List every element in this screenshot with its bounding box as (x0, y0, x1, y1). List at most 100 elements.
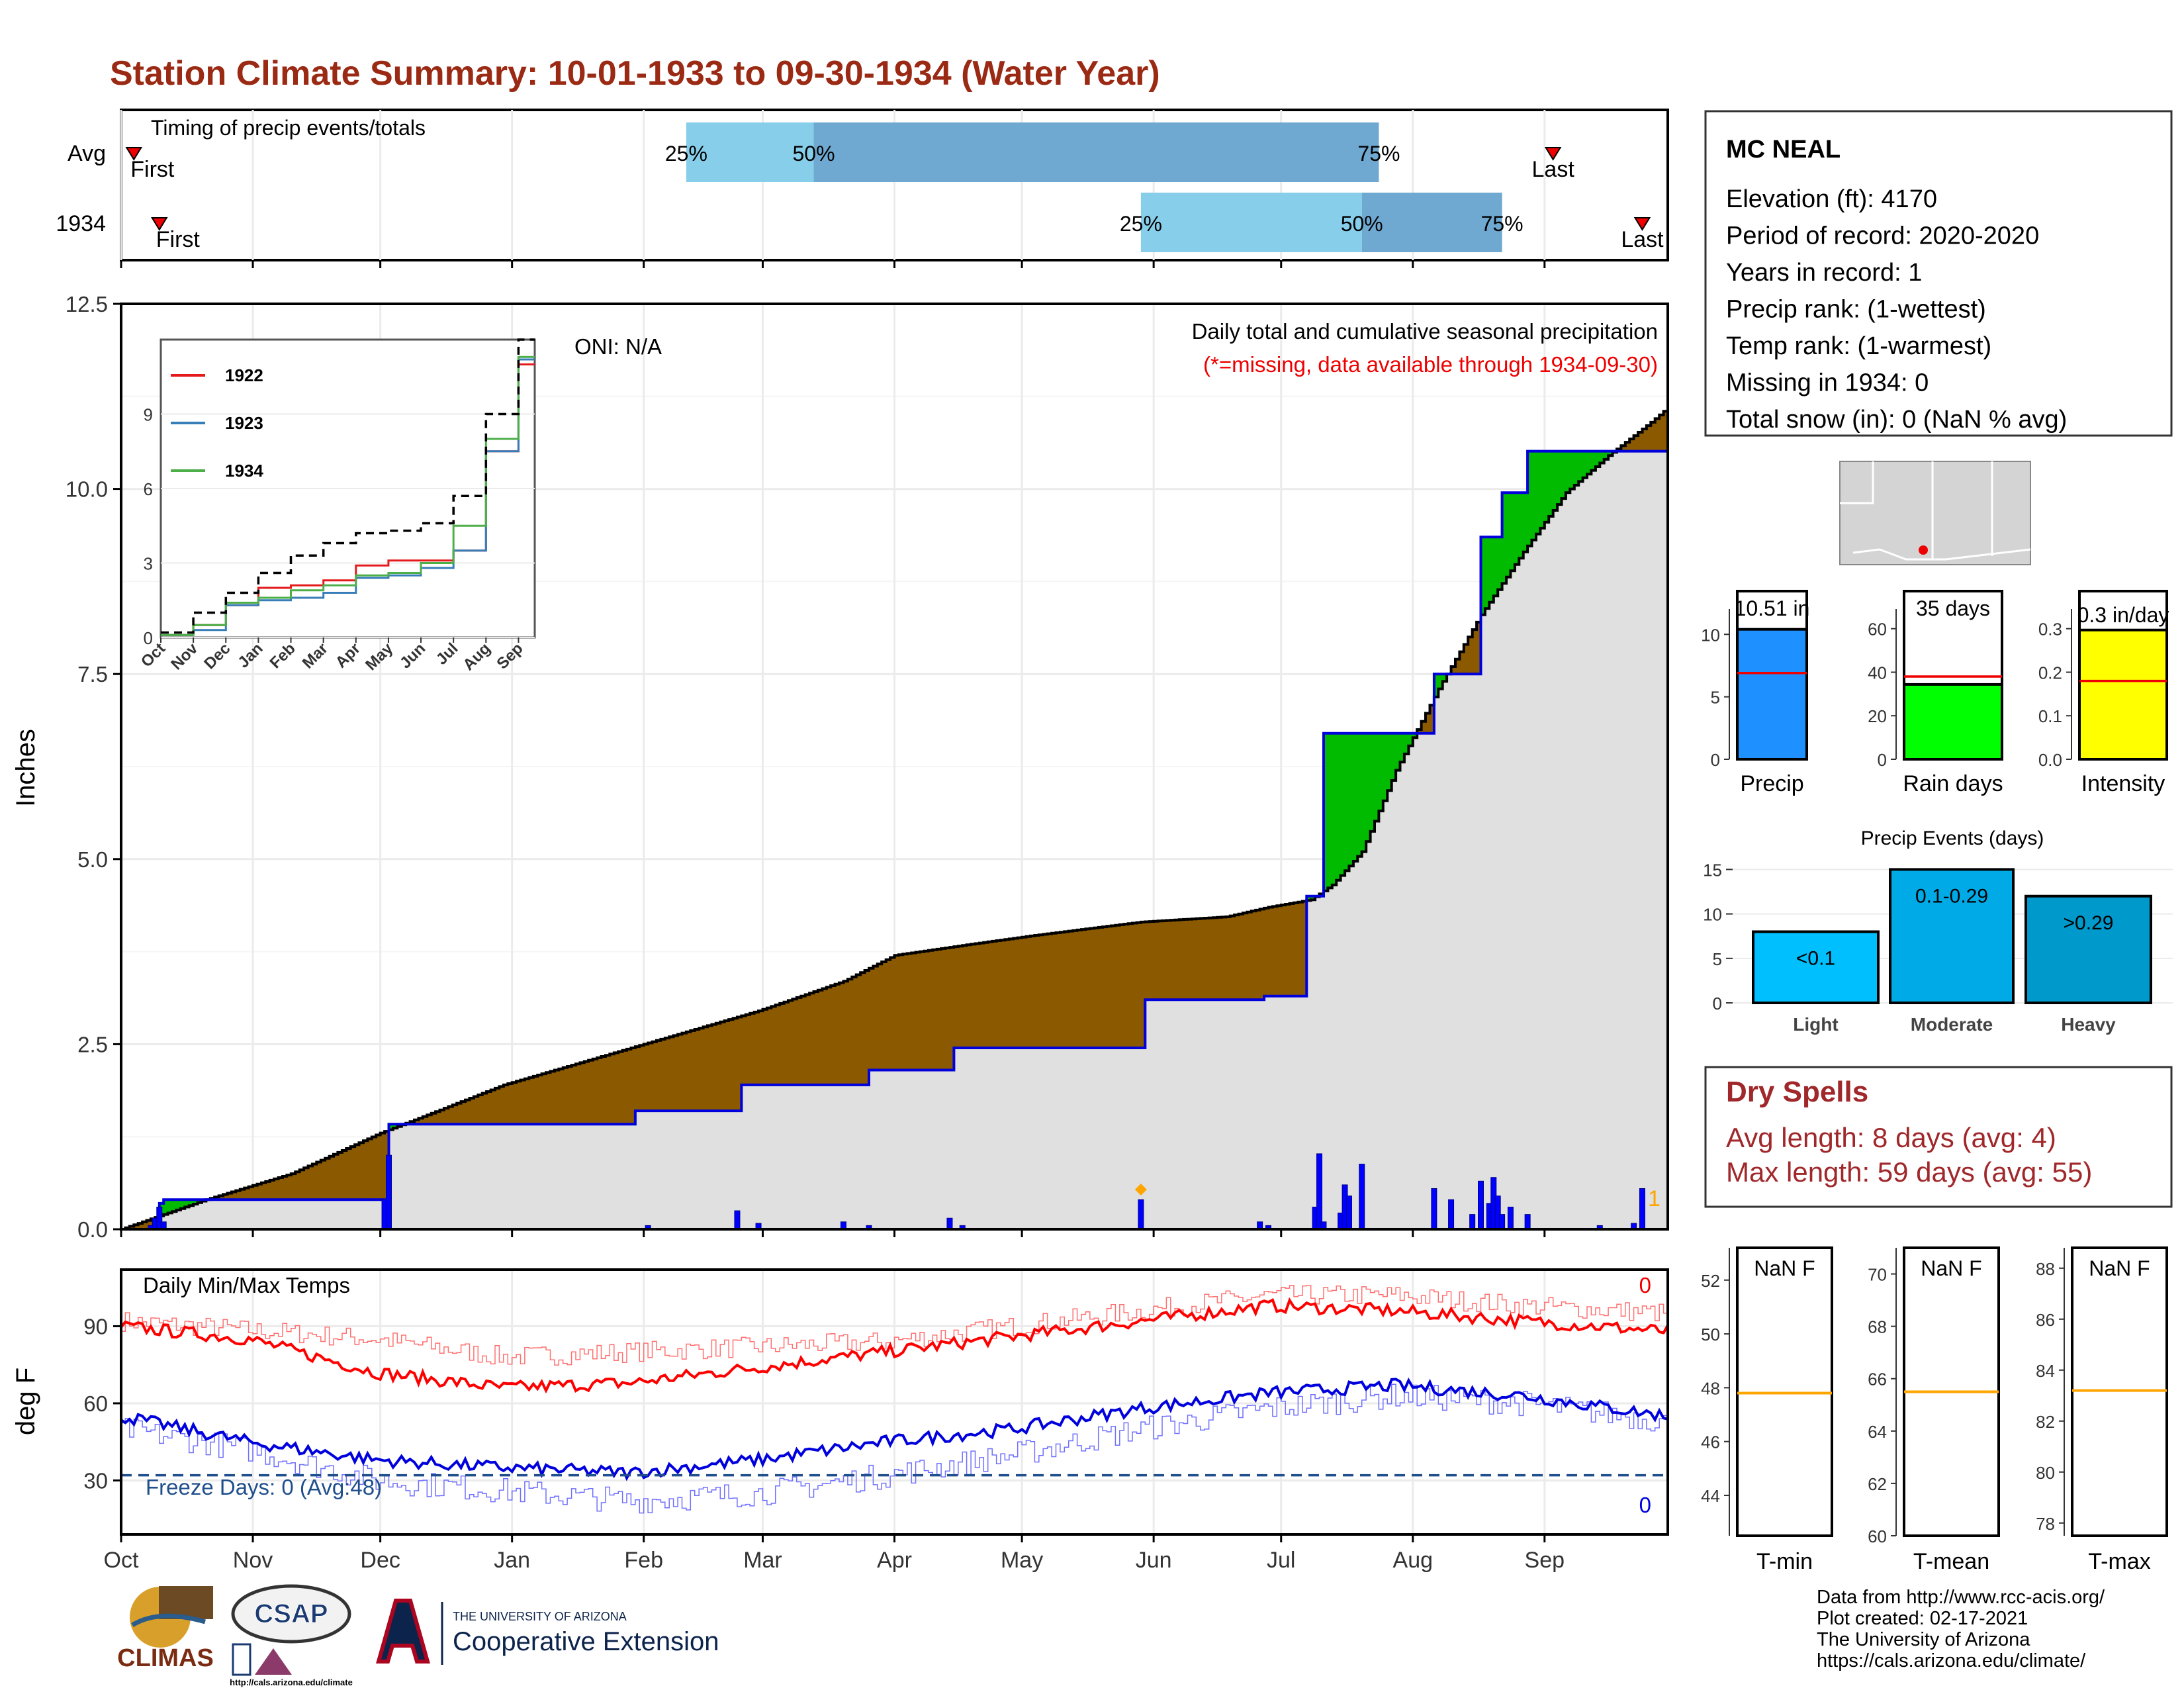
summary-bar (1903, 681, 2003, 761)
summary-bar (1736, 626, 1808, 761)
location-map (1839, 461, 2031, 565)
month-label: May (1001, 1548, 1043, 1573)
last-marker-icon (1633, 217, 1651, 231)
map-border-line (1852, 548, 2031, 561)
daily-precip-bar (1524, 1214, 1531, 1230)
month-label: Dec (360, 1548, 400, 1573)
inset-ytick-label: 6 (144, 479, 153, 499)
month-label: Nov (233, 1548, 273, 1573)
timing-bar-25-50 (686, 122, 814, 182)
events-ytick-label: 10 (1703, 905, 1722, 925)
timing-pct-label: 25% (1120, 212, 1162, 236)
daily-precip-bar (1316, 1153, 1323, 1230)
timing-pct-label: 50% (792, 142, 835, 165)
daily-precip-bar (1639, 1188, 1645, 1230)
temp-box-ytick-label: 62 (1868, 1474, 1887, 1494)
timing-bar-25-50 (1140, 193, 1362, 252)
temp-average-line (121, 1383, 1668, 1514)
precip-events-title: Precip Events (days) (1861, 827, 2044, 849)
daily-precip-bar (946, 1217, 953, 1230)
temp-box-ytick-label: 80 (2036, 1463, 2055, 1483)
precip-ytick-label: 7.5 (77, 662, 108, 686)
month-label: Jul (1267, 1548, 1295, 1573)
month-label: Sep (1525, 1548, 1565, 1573)
temp-observed-line (120, 1377, 1668, 1481)
precip-note-missing: (*=missing, data available through 1934-… (1203, 352, 1658, 377)
current-cumulative-line (121, 449, 1668, 1231)
inset-ytick-label: 3 (144, 554, 153, 574)
missing-count-label: 1 (1648, 1186, 1661, 1211)
precip-ytick-label: 2.5 (77, 1032, 108, 1056)
station-info-box (1704, 110, 2173, 437)
precip-ytick-label: 12.5 (66, 292, 108, 316)
temp-box-label: T-max (2088, 1549, 2150, 1574)
summary-ytick-label: 0 (1878, 750, 1887, 770)
month-label: Jan (494, 1548, 530, 1573)
csap-bars-icon (232, 1643, 251, 1676)
csap-mountain-icon (255, 1648, 292, 1675)
station-info-line: Years in record: 1 (1726, 259, 1922, 287)
temp-box-label: T-mean (1913, 1549, 1989, 1574)
temp-ytick-label: 60 (83, 1391, 108, 1416)
temp-box-ytick-label: 44 (1701, 1486, 1720, 1506)
timing-pct-label: 75% (1357, 142, 1400, 165)
summary-ytick-label: 0.1 (2038, 706, 2062, 726)
csap-cloud-icon (231, 1584, 351, 1644)
temp-observed-line (120, 1297, 1669, 1394)
timing-bar-50-75 (813, 122, 1379, 182)
inset-ytick-label: 0 (144, 628, 153, 648)
station-info-line: Elevation (ft): 4170 (1726, 185, 1937, 213)
dry-spells-title: Dry Spells (1726, 1076, 1868, 1108)
climas-logo-text: CLIMAS (117, 1644, 214, 1672)
precip-event-category: Light (1793, 1014, 1838, 1035)
month-label: Aug (1393, 1548, 1433, 1573)
summary-ytick-label: 40 (1868, 663, 1887, 682)
credit-line: Data from http://www.rcc-acis.org/ (1817, 1587, 2105, 1608)
events-ytick-label: 15 (1703, 860, 1722, 880)
summary-value-box (1903, 590, 2003, 686)
summary-ytick-label: 0 (1711, 750, 1720, 770)
temp-ytick-label: 90 (83, 1314, 108, 1338)
precip-ytick-label: 10.0 (66, 477, 108, 502)
daily-precip-bar (1345, 1196, 1352, 1230)
timing-pct-label: 50% (1341, 212, 1383, 236)
month-label: Feb (624, 1548, 663, 1573)
temp-box-value: NaN F (1754, 1256, 1815, 1280)
csap-url: http://cals.arizona.edu/climate (230, 1677, 353, 1687)
extension-name: Cooperative Extension (453, 1627, 719, 1656)
summary-ytick-label: 0.0 (2038, 750, 2062, 770)
summary-bar-label: Precip (1740, 771, 1803, 796)
summary-bar-label: Rain days (1903, 771, 2003, 796)
precip-axis-title: Inches (11, 729, 40, 807)
climas-wave-icon (131, 1613, 206, 1628)
inset-legend-label: 1934 (225, 461, 263, 481)
events-ytick-label: 5 (1713, 949, 1722, 969)
csap-logo-text: CSAP (254, 1599, 328, 1628)
station-info-line: Precip rank: (1-wettest) (1726, 296, 1986, 324)
precip-event-category: Moderate (1911, 1014, 1993, 1035)
temp-box-value: NaN F (2089, 1256, 2150, 1280)
timing-bar-50-75 (1361, 193, 1502, 252)
temp-box-value: NaN F (1921, 1256, 1981, 1280)
events-ytick-label: 0 (1713, 994, 1722, 1013)
daily-precip-bar (1469, 1214, 1476, 1230)
inset-legend-label: 1923 (225, 413, 263, 433)
timing-pct-label: 25% (665, 142, 707, 165)
summary-bar-label: Intensity (2081, 771, 2165, 796)
oni-label: ONI: N/A (574, 334, 662, 359)
timing-row-label: 1934 (56, 211, 106, 236)
dry-spells-max: Max length: 59 days (avg: 55) (1726, 1156, 2092, 1188)
temp-average-line (121, 1284, 1668, 1366)
credit-line: https://cals.arizona.edu/climate/ (1817, 1650, 2086, 1671)
precip-event-range: >0.29 (2064, 912, 2114, 934)
summary-ytick-label: 20 (1868, 706, 1887, 726)
timing-row-label: Avg (68, 141, 106, 166)
temp-box-ytick-label: 68 (1868, 1317, 1887, 1337)
station-info-line: Period of record: 2020-2020 (1726, 222, 2039, 250)
temp-box-ytick-label: 86 (2036, 1310, 2055, 1330)
first-label: First (156, 227, 201, 252)
temp-box-ytick-label: 48 (1701, 1378, 1720, 1398)
precip-event-range: <0.1 (1796, 948, 1835, 970)
temp-box-ytick-label: 64 (1868, 1422, 1887, 1442)
